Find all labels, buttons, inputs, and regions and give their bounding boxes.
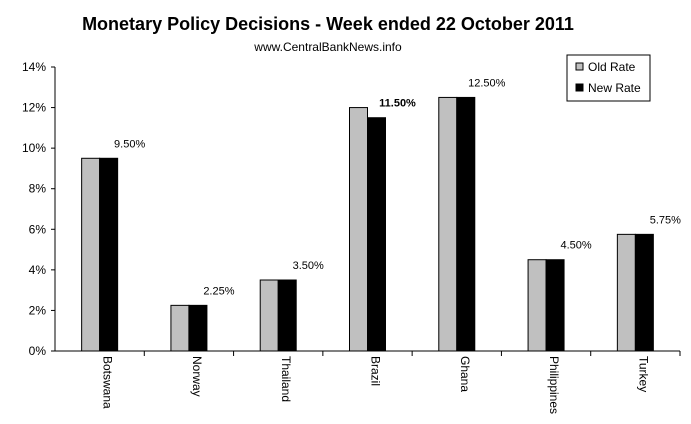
data-label: 5.75%: [650, 214, 681, 226]
y-tick-label: 4%: [29, 263, 47, 277]
x-category-label: Norway: [190, 356, 204, 397]
legend-label: Old Rate: [588, 60, 636, 74]
bar-old-rate: [616, 233, 636, 352]
chart-title: Monetary Policy Decisions - Week ended 2…: [82, 14, 574, 34]
data-label: 4.50%: [560, 240, 591, 252]
legend: Old Rate New Rate: [566, 54, 651, 102]
bar-old-rate: [438, 96, 458, 352]
bar-new-rate: [367, 117, 386, 352]
y-tick-label: 2%: [29, 303, 47, 317]
legend-swatch: [575, 62, 584, 71]
y-tick-label: 12%: [22, 101, 46, 115]
data-label: 9.50%: [114, 138, 145, 150]
data-label: 2.25%: [203, 285, 234, 297]
y-tick-label: 6%: [29, 222, 47, 236]
data-label: 12.50%: [468, 77, 506, 89]
x-category-label: Thailand: [279, 356, 293, 402]
bar-new-rate: [99, 157, 119, 352]
legend-box: [566, 54, 651, 102]
x-category-label: Philippines: [547, 356, 561, 414]
legend-swatch: [575, 83, 584, 92]
x-category-label: Turkey: [636, 356, 650, 392]
bar-new-rate: [277, 279, 297, 352]
y-tick-label: 10%: [22, 141, 46, 155]
plot-area: 0% 2% 4% 6% 8% 10% 12% 14% 9.50% Botswana 2.25% Nor…: [22, 60, 681, 414]
chart-subtitle: www.CentralBankNews.info: [253, 40, 402, 54]
bar-new-rate: [545, 259, 565, 352]
legend-label: New Rate: [588, 81, 641, 95]
data-label: 3.50%: [293, 260, 324, 272]
bar-old-rate: [349, 107, 368, 352]
y-tick-label: 0%: [29, 344, 47, 358]
y-tick-label: 14%: [22, 60, 46, 74]
bar-old-rate: [170, 304, 190, 352]
bar-new-rate: [456, 96, 476, 352]
bar-old-rate: [259, 279, 279, 352]
bar-old-rate: [81, 157, 101, 352]
y-tick-label: 8%: [29, 182, 47, 196]
bar-new-rate: [634, 233, 654, 352]
x-category-label: Ghana: [458, 356, 472, 392]
bar-new-rate: [188, 304, 208, 352]
data-label: 11.50%: [379, 98, 416, 110]
x-category-label: Botswana: [101, 356, 115, 409]
x-category-label: Brazil: [369, 356, 383, 386]
bar-old-rate: [527, 259, 547, 352]
